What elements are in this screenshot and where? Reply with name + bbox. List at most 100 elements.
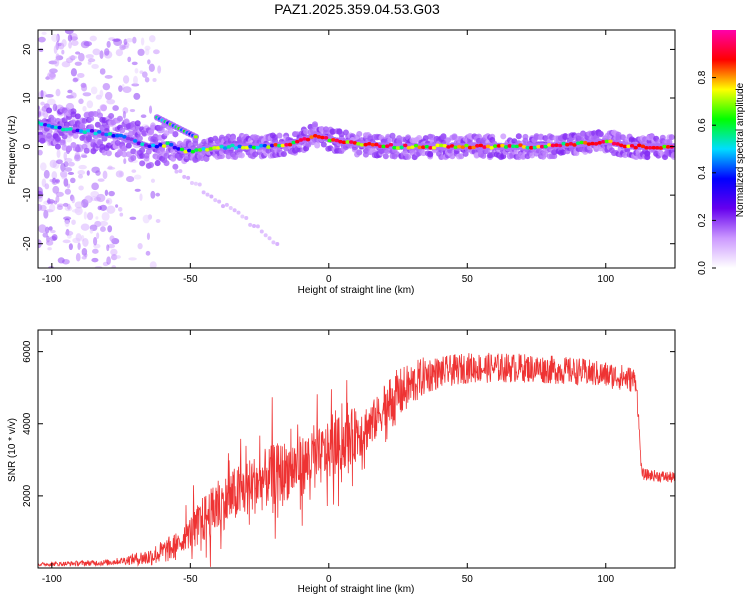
spectrogram-ridge-cell — [395, 146, 401, 150]
spectrogram-ridge-cell — [248, 144, 253, 149]
spectrogram-ridge-cell — [593, 141, 599, 146]
spectrogram-faint-cell — [248, 222, 253, 227]
spectrogram-ridge-cell — [637, 143, 642, 148]
spectrogram-ridge-cell — [403, 143, 408, 148]
spectrogram-ridge-cell — [626, 144, 631, 149]
spectrogram-faint-cell — [224, 202, 229, 207]
spectrogram-y-label: Frequency (Hz) — [7, 116, 18, 185]
spectrogram-noise-cell — [126, 176, 135, 183]
spectrogram-noise-cell — [55, 159, 63, 165]
spectrogram-halo-cell — [139, 152, 146, 159]
spectrogram-noise-cell — [99, 204, 108, 211]
spectrogram-halo-cell — [458, 153, 465, 160]
spectrogram-noise-cell — [78, 98, 84, 105]
spectrogram-x-tick-label: 0 — [326, 274, 332, 285]
spectrogram-noise-cell — [70, 92, 77, 99]
spectrogram-noise-cell — [91, 257, 99, 263]
spectrogram-ridge-cell — [122, 135, 127, 139]
spectrogram-noise-cell — [93, 236, 98, 246]
spectrogram-ridge-cell — [316, 135, 322, 139]
spectrogram-faint-cell — [267, 236, 272, 241]
spectrogram-ridge-cell — [86, 128, 91, 133]
spectrogram-ridge-cell — [323, 135, 329, 140]
spectrogram-noise-cell — [83, 211, 87, 220]
spectrogram-faint-cell — [221, 204, 226, 209]
spectrogram-ridge-cell — [71, 129, 77, 134]
spectrogram-ridge-cell — [547, 143, 552, 147]
spectrogram-halo-cell — [356, 149, 363, 156]
spectrogram-noise-cell — [150, 178, 156, 183]
spectrogram-ridge-cell — [75, 128, 80, 133]
spectrogram-halo-cell — [323, 126, 330, 133]
spectrogram-halo-cell — [94, 121, 101, 128]
spectrogram-ridge-cell — [464, 143, 469, 148]
spectrogram-halo-cell — [74, 146, 81, 153]
spectrogram-faint-cell — [205, 192, 210, 197]
spectrogram-ridge-cell — [269, 143, 275, 148]
spectrogram-ridge-cell — [266, 145, 271, 149]
spectrogram-ridge-cell — [503, 145, 509, 149]
colorbar-tick-label: 0.2 — [697, 213, 708, 227]
spectrogram-ridge-cell — [421, 145, 426, 150]
spectrogram-ridge-cell — [550, 143, 556, 148]
spectrogram-halo-cell — [139, 147, 146, 154]
spectrogram-halo-cell — [79, 122, 86, 129]
spectrogram-ridge-cell — [169, 142, 174, 147]
spectrogram-halo-cell — [311, 121, 318, 128]
spectrogram-ridge-cell — [525, 145, 530, 150]
spectrogram-noise-cell — [101, 211, 110, 221]
spectrogram-noise-cell — [64, 230, 74, 236]
spectrogram-ridge-cell — [255, 145, 260, 150]
spectrogram-ridge-cell — [151, 143, 156, 148]
spectrogram-ridge-cell — [291, 140, 296, 145]
spectrogram-ridge-cell — [385, 144, 390, 148]
spectrogram-ridge-cell — [500, 143, 505, 148]
spectrogram-noise-cell — [106, 99, 116, 105]
spectrogram-halo-cell — [500, 133, 507, 140]
spectrogram-noise-cell — [56, 203, 65, 208]
spectrogram-noise-cell — [142, 214, 150, 224]
spectrogram-halo-cell — [145, 148, 152, 155]
spectrogram-noise-cell — [122, 75, 130, 84]
spectrogram-x-label: Height of straight line (km) — [298, 285, 415, 296]
spectrogram-noise-cell — [131, 169, 137, 173]
spectrogram-ridge-cell — [259, 143, 264, 148]
spectrogram-noise-cell — [112, 105, 119, 112]
spectrogram-ridge-cell — [190, 149, 196, 154]
spectrogram-ridge-cell — [179, 147, 185, 152]
spectrogram-halo-cell — [440, 134, 447, 141]
spectrogram-faint-cell — [178, 169, 183, 174]
spectrogram-ridge-cell — [212, 146, 217, 150]
spectrogram-faint-cell — [232, 208, 237, 213]
spectrogram-noise-cell — [148, 35, 156, 43]
spectrogram-ridge-cell — [536, 144, 541, 149]
spectrogram-ridge-cell — [241, 145, 246, 150]
spectrogram-halo-cell — [475, 133, 482, 140]
spectrogram-noise-cell — [99, 68, 106, 75]
spectrogram-noise-cell — [40, 162, 47, 171]
spectrogram-noise-cell — [85, 54, 94, 58]
spectrogram-ridge-cell — [561, 141, 566, 146]
spectrogram-ridge-cell — [194, 148, 199, 152]
spectrogram-noise-cell — [74, 201, 84, 209]
spectrogram-noise-cell — [95, 216, 99, 220]
spectrogram-ridge-cell — [115, 133, 120, 138]
spectrogram-halo-cell — [562, 133, 569, 140]
spectrogram-ridge-cell — [453, 145, 458, 150]
spectrogram-faint-cell — [252, 223, 257, 228]
spectrogram-noise-cell — [96, 232, 100, 239]
spectrogram-ridge-cell — [511, 144, 516, 149]
spectrogram-ridge-cell — [244, 145, 250, 150]
spectrogram-noise-cell — [137, 242, 143, 250]
spectrogram-y-axis: -20 -10 0 10 20 — [22, 43, 675, 251]
spectrogram-ridge-cell — [143, 143, 149, 147]
spectrogram-ridge-cell — [381, 144, 386, 149]
spectrogram-noise-cell — [70, 68, 77, 77]
spectrogram-noise-cell — [63, 151, 68, 161]
snr-x-tick-label: -50 — [183, 574, 198, 585]
spectrogram-ridge-cell — [410, 145, 415, 149]
spectrogram-ridge-cell — [295, 139, 300, 144]
spectrogram-ridge-cell — [129, 137, 134, 142]
spectrogram-ridge-cell — [478, 143, 484, 148]
spectrogram-noise-cell — [91, 63, 99, 69]
